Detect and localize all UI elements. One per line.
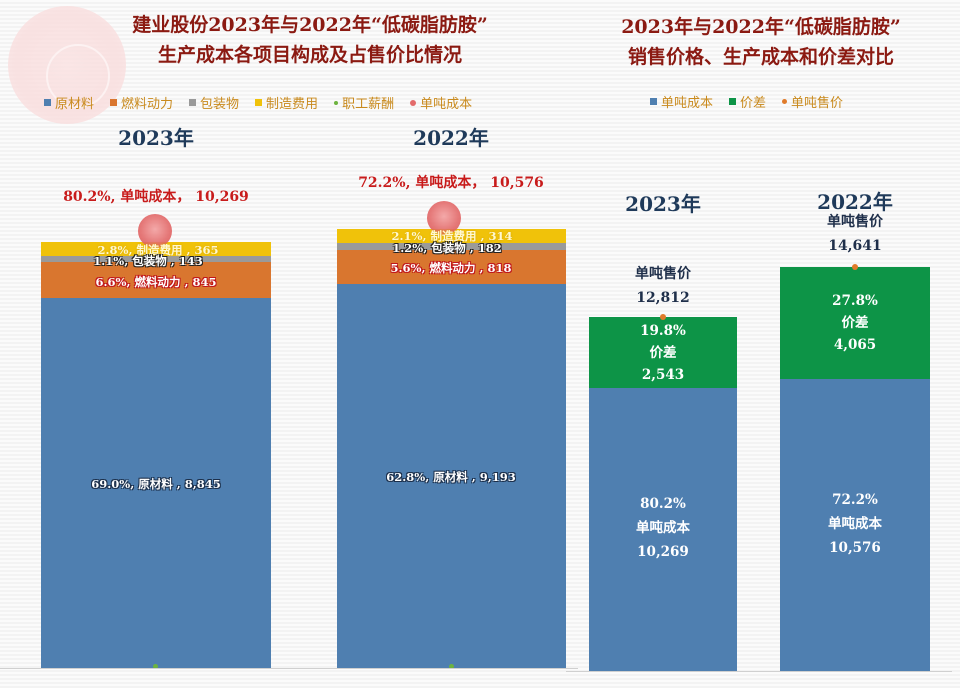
legend-label: 燃料动力 [121, 97, 174, 112]
left-chart-legend: 原材料 燃料动力 包装物 制造费用 职工薪酬 单吨成本 [44, 93, 472, 112]
legend-label: 职工薪酬 [342, 97, 395, 112]
legend-dot-icon [782, 99, 788, 104]
bar-segment-manufacturing-2023[interactable] [41, 242, 271, 256]
right-year-2023: 2023年 [625, 192, 701, 216]
bar-segment-manufacturing-2022[interactable] [337, 229, 566, 243]
spread-value: 4,065 [833, 337, 877, 353]
legend-swatch-icon [44, 99, 51, 106]
spread-label-2022: 27.8% 价差 4,065 [780, 290, 930, 356]
label-raw-material-2022: 62.8%, 原材料 , 9,193 [386, 470, 516, 484]
unit-price-label-2023: 单吨售价 12,812 [589, 262, 737, 310]
wages-marker-2022[interactable] [449, 664, 454, 669]
unit-cost-marker-2022[interactable] [427, 201, 461, 235]
cost-label-2022: 72.2% 单吨成本 10,576 [780, 488, 930, 560]
unit-cost-label-2023: 80.2%, 单吨成本， 10,269 [63, 189, 249, 205]
cost-pct: 80.2% [640, 496, 686, 512]
right-title-line1: 2023年与2022年“低碳脂肪胺” [621, 16, 901, 38]
left-year-2022: 2022年 [413, 126, 489, 150]
legend-label: 价差 [740, 96, 767, 111]
bar-segment-raw-material-2023[interactable] [41, 298, 271, 668]
legend-label: 单吨成本 [661, 96, 714, 111]
unit-price-marker-2022[interactable] [852, 264, 858, 270]
legend-swatch-icon [650, 98, 657, 105]
legend-label: 单吨成本 [420, 97, 473, 112]
bar-segment-fuel-2023[interactable] [41, 262, 271, 298]
legend-item-manufacturing[interactable]: 制造费用 [255, 93, 318, 112]
cost-pct: 72.2% [832, 492, 878, 508]
legend-swatch-icon [255, 99, 263, 106]
cost-value: 10,576 [829, 540, 881, 556]
unit-price-marker-2023[interactable] [660, 314, 666, 320]
legend-item-unit-cost[interactable]: 单吨成本 [650, 92, 713, 111]
legend-swatch-icon [189, 99, 197, 106]
right-year-2022: 2022年 [817, 190, 893, 214]
legend-label: 单吨售价 [791, 96, 844, 111]
spread-pct: 27.8% [832, 293, 878, 309]
bar-segment-raw-material-2022[interactable] [337, 284, 566, 668]
right-chart-title: 2023年与2022年“低碳脂肪胺” 销售价格、生产成本和价差对比 [596, 12, 926, 72]
left-chart-title: 建业股份2023年与2022年“低碳脂肪胺” 生产成本各项目构成及占售价比情况 [100, 10, 520, 70]
label-fuel-2023: 6.6%, 燃料动力 , 845 [95, 275, 217, 289]
cost-value: 10,269 [637, 544, 689, 560]
cost-label-2023: 80.2% 单吨成本 10,269 [589, 492, 737, 564]
spread-name: 价差 [649, 345, 677, 361]
unit-cost-label-2022: 72.2%, 单吨成本， 10,576 [358, 175, 544, 191]
right-chart-legend: 单吨成本 价差 单吨售价 [650, 92, 843, 111]
legend-item-packaging[interactable]: 包装物 [189, 93, 239, 112]
spread-name: 价差 [841, 315, 869, 331]
unit-price-title: 单吨售价 [827, 214, 883, 230]
unit-price-title: 单吨售价 [635, 266, 691, 282]
legend-swatch-icon [729, 98, 737, 105]
legend-item-spread[interactable]: 价差 [729, 92, 766, 111]
legend-label: 包装物 [200, 97, 240, 112]
legend-dot-icon [334, 100, 339, 105]
bar-segment-unit-cost-2023[interactable] [589, 388, 737, 671]
unit-cost-marker-2023[interactable] [138, 214, 172, 248]
cost-name: 单吨成本 [636, 520, 690, 536]
cost-name: 单吨成本 [828, 516, 882, 532]
bar-segment-fuel-2022[interactable] [337, 250, 566, 284]
logo-ring [46, 44, 110, 108]
wages-marker-2023[interactable] [153, 664, 158, 669]
label-packaging-2023: 1.1%, 包装物 , 143 [93, 254, 203, 268]
unit-price-value: 12,812 [636, 290, 690, 306]
bar-segment-unit-cost-2022[interactable] [780, 379, 930, 671]
spread-pct: 19.8% [640, 323, 686, 339]
legend-item-wages[interactable]: 职工薪酬 [334, 93, 394, 112]
bar-segment-spread-2022[interactable] [780, 267, 930, 379]
label-manufacturing-2023: 2.8%, 制造费用 , 365 [97, 243, 219, 257]
label-manufacturing-2022: 2.1%, 制造费用 , 314 [391, 229, 513, 243]
legend-item-raw-material[interactable]: 原材料 [44, 93, 94, 112]
left-chart-baseline [0, 668, 578, 669]
legend-swatch-icon [110, 99, 118, 106]
label-raw-material-2023: 69.0%, 原材料 , 8,845 [91, 477, 221, 491]
left-year-2023: 2023年 [118, 126, 194, 150]
right-title-line2: 销售价格、生产成本和价差对比 [627, 46, 894, 68]
label-packaging-2022: 1.2%, 包装物 , 182 [392, 241, 502, 255]
unit-price-value: 14,641 [828, 238, 882, 254]
bar-segment-packaging-2023[interactable] [41, 256, 271, 262]
spread-value: 2,543 [641, 367, 685, 383]
legend-item-unit-price[interactable]: 单吨售价 [782, 92, 843, 111]
right-chart-baseline [566, 671, 952, 672]
logo-watermark [8, 6, 126, 124]
left-title-line2: 生产成本各项目构成及占售价比情况 [157, 44, 462, 66]
spread-label-2023: 19.8% 价差 2,543 [589, 320, 737, 386]
bar-segment-spread-2023[interactable] [589, 317, 737, 388]
legend-item-unit-cost[interactable]: 单吨成本 [410, 93, 472, 112]
legend-item-fuel[interactable]: 燃料动力 [110, 93, 173, 112]
bar-segment-packaging-2022[interactable] [337, 243, 566, 250]
legend-label: 原材料 [55, 97, 95, 112]
unit-price-label-2022: 单吨售价 14,641 [780, 210, 930, 258]
left-title-line1: 建业股份2023年与2022年“低碳脂肪胺” [132, 14, 488, 36]
legend-dot-icon [410, 99, 417, 106]
label-fuel-2022: 5.6%, 燃料动力 , 818 [390, 261, 512, 275]
legend-label: 制造费用 [266, 97, 319, 112]
